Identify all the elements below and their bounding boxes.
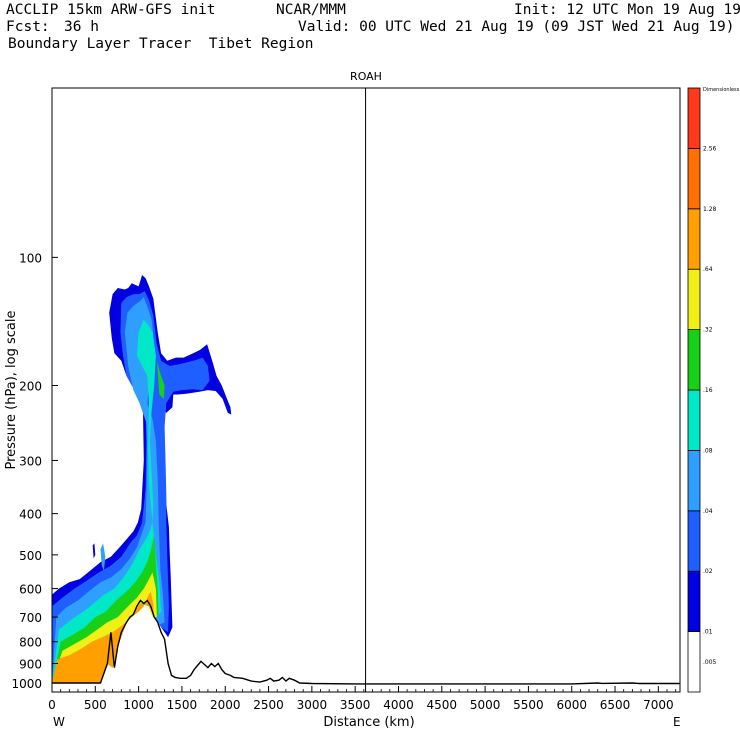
colorbar-level-label: .02 [703,568,713,575]
tracer-contour-9 [92,543,96,559]
terrain-profile-line [52,599,680,685]
y-tick-label: 700 [19,611,42,625]
x-tick-label: 2500 [253,698,284,712]
tracer-contour-6 [52,591,155,683]
x-tick-label: 6500 [600,698,631,712]
forecast-hours: 36 h [64,19,99,35]
y-tick-label: 800 [19,636,42,650]
colorbar-level-label: .16 [703,387,713,394]
x-tick-label: 5500 [513,698,544,712]
x-tick-label: 2000 [210,698,241,712]
y-tick-label: 900 [19,658,42,672]
colorbar-level-label: .01 [703,629,713,636]
x-tick-label: 3500 [340,698,371,712]
x-tick-label: 6000 [556,698,587,712]
x-axis: 0 500 1000 1500 2000 2500 3000 3500 4000 4500 5000… [48,686,677,712]
y-axis: 100 200 300 400 500 600 700 800 900 1000 [11,251,58,691]
x-tick-label: 1500 [167,698,198,712]
y-tick-label: 1000 [11,677,42,691]
init-time: Init: 12 UTC Mon 19 Aug 19 [514,2,740,18]
x-tick-label: 0 [48,698,56,712]
tracer-contour-1 [52,291,210,683]
colorbar: .005 .01 .02 .04 .08 .16 .32 .64 1.28 2.56 Dimensi… [687,87,740,693]
y-tick-label: 400 [19,508,42,522]
x-tick-label: 4500 [427,698,458,712]
colorbar-title: Dimensionless [703,87,740,93]
colorbar-swatch [687,87,701,149]
y-tick-label: 300 [19,454,42,468]
colorbar-level-label: .04 [703,508,713,515]
x-tick-label: 1000 [123,698,154,712]
y-tick-label: 600 [19,583,42,597]
forecast-label: Fcst: [6,19,50,35]
colorbar-swatch [687,570,701,633]
plot-frame [51,87,681,693]
x-tick-label: 5000 [470,698,501,712]
colorbar-swatch [687,449,701,512]
model-title: ACCLIP 15km ARW-GFS init [6,2,216,18]
x-tick-label: 4000 [383,698,414,712]
colorbar-swatch [687,329,701,391]
colorbar-swatch [687,147,701,210]
colorbar-swatch [687,208,701,270]
tracer-contour-8 [100,543,106,571]
y-tick-label: 500 [19,549,42,563]
x-tick-label: 500 [84,698,107,712]
x-axis-label: Distance (km) [323,715,414,730]
tracer-contours [52,275,232,683]
colorbar-swatch [687,389,701,451]
y-tick-label: 100 [19,251,42,265]
colorbar-level-label: 2.56 [703,145,717,152]
y-axis-label: Pressure (hPa), log scale [4,311,19,470]
colorbar-level-label: 1.28 [703,206,717,213]
y-tick-label: 200 [19,379,42,393]
east-direction-label: E [673,715,681,729]
colorbar-swatch [687,510,701,572]
colorbar-level-label: .32 [703,327,713,334]
x-tick-label: 7000 [643,698,674,712]
colorbar-level-label: .08 [703,447,713,454]
x-tick-label: 3000 [297,698,328,712]
west-direction-label: W [53,715,65,729]
colorbar-swatch [687,631,701,693]
colorbar-level-label: .64 [703,266,713,273]
product-title: Boundary Layer Tracer Tibet Region [8,36,314,52]
valid-time: Valid: 00 UTC Wed 21 Aug 19 (09 JST Wed … [298,19,735,35]
colorbar-swatch [687,268,701,331]
chart-title: ROAH [350,70,382,83]
colorbar-level-label: .005 [703,659,717,666]
org-label: NCAR/MMM [276,2,346,18]
tracer-contour-7 [156,360,165,399]
